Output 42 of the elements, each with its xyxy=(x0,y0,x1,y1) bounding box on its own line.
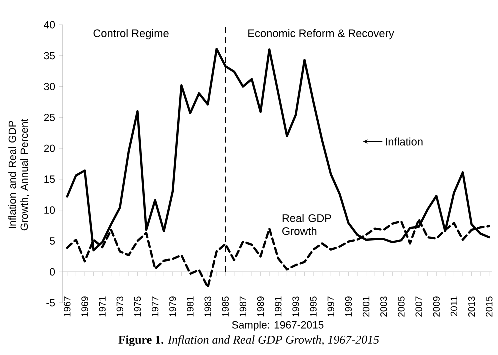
legend-label: Inflation xyxy=(386,138,423,146)
x-tick-label: 1967 xyxy=(64,296,71,317)
y-axis-title: Inflation and Real GDP Growth, Annual Percent xyxy=(8,118,30,231)
x-tick-label: 1985 xyxy=(222,296,229,317)
x-tick-label: 1991 xyxy=(275,296,282,317)
x-tick-label: 1981 xyxy=(187,296,194,317)
x-tick-label: 2001 xyxy=(362,296,370,317)
y-tick-label: -5 xyxy=(46,299,56,307)
y-tick-label: 15 xyxy=(44,176,56,184)
y-tick-label: 25 xyxy=(44,114,56,122)
x-tick-label: 2009 xyxy=(433,296,440,317)
x-tick-label: 2013 xyxy=(468,296,476,317)
x-tick-label: 1973 xyxy=(116,296,124,317)
x-tick-label: 2015 xyxy=(486,296,493,317)
y-tick-label: 30 xyxy=(44,83,56,90)
y-tick-label: 40 xyxy=(44,21,56,29)
x-tick-label: 1995 xyxy=(310,296,317,317)
x-tick-label: 1971 xyxy=(99,296,106,317)
x-tick-label: 1989 xyxy=(257,296,264,317)
annotation: Economic Reform & Recovery xyxy=(248,29,394,40)
x-axis-title: Sample: 1967-2015 xyxy=(232,321,324,331)
x-tick-label: 1993 xyxy=(292,296,300,317)
y-tick-label: 10 xyxy=(44,206,56,214)
y-tick-label: 20 xyxy=(44,144,56,152)
x-tick-label: 1977 xyxy=(152,296,159,317)
x-tick-label: 1975 xyxy=(134,296,142,317)
x-tick-label: 1969 xyxy=(82,296,88,317)
x-tick-label: 2007 xyxy=(416,296,422,317)
x-tick-label: 2005 xyxy=(398,296,405,317)
x-tick-label: 1997 xyxy=(328,296,334,317)
text: Figure 1. Inflation and Real GDP Growth, 1967-2015 xyxy=(118,335,380,347)
x-tick-label: 1983 xyxy=(204,296,212,317)
x-tick-label: 2011 xyxy=(450,296,458,316)
y-tick-label: 35 xyxy=(44,52,56,60)
x-tick-label: 1999 xyxy=(345,296,352,317)
series-label: Real GDP Growth xyxy=(282,214,332,236)
y-tick-label: 0 xyxy=(50,268,56,276)
x-tick-label: 2003 xyxy=(380,296,388,317)
x-tick-label: 1987 xyxy=(240,296,247,317)
annotation: Control Regime xyxy=(94,29,169,40)
x-tick-label: 1979 xyxy=(170,296,176,317)
y-tick-label: 5 xyxy=(50,238,56,245)
